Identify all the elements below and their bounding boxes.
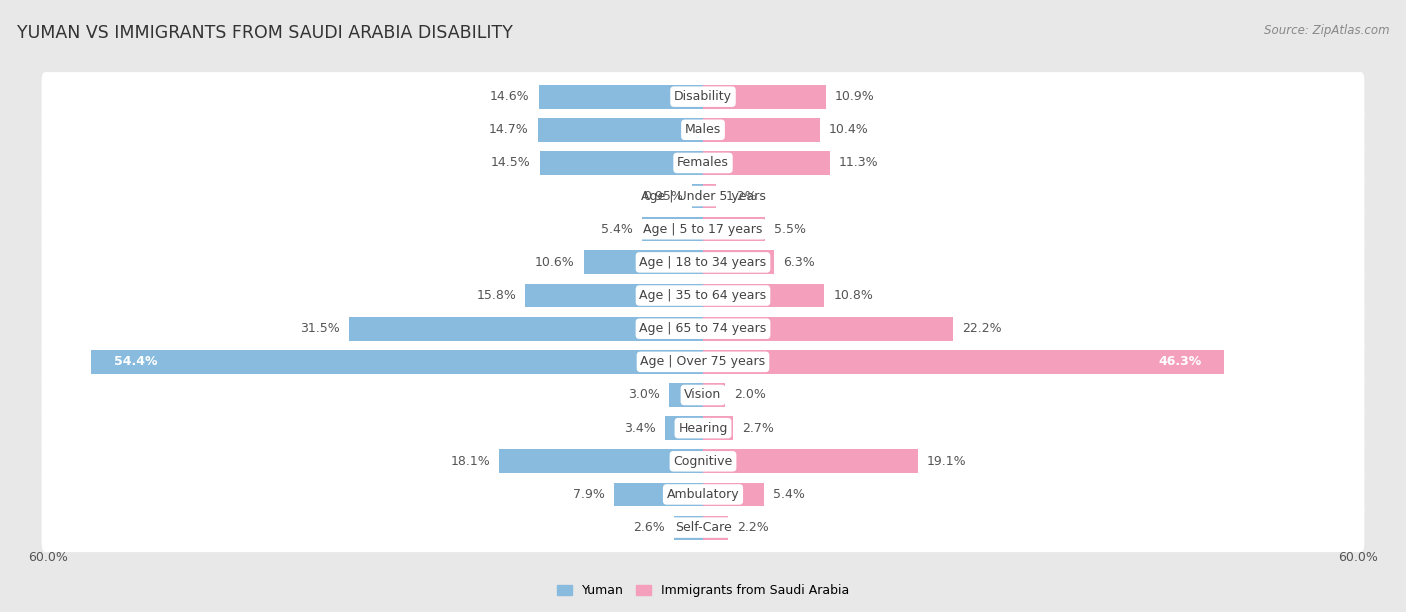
Bar (703, 482, 763, 506)
Bar (703, 416, 734, 440)
Bar (703, 317, 953, 341)
Bar (91, 350, 703, 374)
Text: 1.2%: 1.2% (725, 190, 758, 203)
Legend: Yuman, Immigrants from Saudi Arabia: Yuman, Immigrants from Saudi Arabia (557, 584, 849, 597)
Text: YUMAN VS IMMIGRANTS FROM SAUDI ARABIA DISABILITY: YUMAN VS IMMIGRANTS FROM SAUDI ARABIA DI… (17, 24, 513, 42)
Bar (703, 516, 728, 540)
Text: 6.3%: 6.3% (783, 256, 814, 269)
FancyBboxPatch shape (42, 437, 1364, 486)
Text: 15.8%: 15.8% (477, 289, 516, 302)
Bar (703, 283, 824, 307)
Text: 14.7%: 14.7% (489, 123, 529, 136)
Bar (673, 516, 703, 540)
Bar (665, 416, 703, 440)
Text: Age | Under 5 years: Age | Under 5 years (641, 190, 765, 203)
Bar (692, 184, 703, 208)
Text: 2.2%: 2.2% (737, 521, 769, 534)
Text: 60.0%: 60.0% (28, 551, 67, 564)
Text: 5.4%: 5.4% (602, 223, 633, 236)
Bar (669, 383, 703, 407)
Text: Vision: Vision (685, 389, 721, 401)
Text: 22.2%: 22.2% (962, 322, 1001, 335)
Text: 11.3%: 11.3% (839, 157, 879, 170)
Text: 14.5%: 14.5% (491, 157, 531, 170)
Bar (703, 84, 825, 108)
Text: Source: ZipAtlas.com: Source: ZipAtlas.com (1264, 24, 1389, 37)
Bar (614, 482, 703, 506)
Text: Age | 5 to 17 years: Age | 5 to 17 years (644, 223, 762, 236)
Text: 3.4%: 3.4% (624, 422, 655, 435)
Bar (349, 317, 703, 341)
Text: 46.3%: 46.3% (1159, 356, 1201, 368)
Bar (540, 151, 703, 175)
Text: 10.4%: 10.4% (830, 123, 869, 136)
FancyBboxPatch shape (42, 204, 1364, 254)
Text: 2.0%: 2.0% (734, 389, 766, 401)
Bar (583, 250, 703, 274)
Bar (703, 250, 773, 274)
Text: Females: Females (678, 157, 728, 170)
Text: Ambulatory: Ambulatory (666, 488, 740, 501)
Bar (703, 217, 765, 241)
FancyBboxPatch shape (42, 171, 1364, 220)
FancyBboxPatch shape (42, 337, 1364, 386)
Text: Disability: Disability (673, 90, 733, 103)
Text: Hearing: Hearing (678, 422, 728, 435)
FancyBboxPatch shape (42, 238, 1364, 287)
Bar (643, 217, 703, 241)
FancyBboxPatch shape (42, 370, 1364, 419)
Bar (703, 449, 918, 473)
Text: 2.6%: 2.6% (633, 521, 665, 534)
FancyBboxPatch shape (42, 72, 1364, 121)
Text: 14.6%: 14.6% (491, 90, 530, 103)
Text: 54.4%: 54.4% (114, 356, 157, 368)
Text: 10.6%: 10.6% (536, 256, 575, 269)
FancyBboxPatch shape (42, 404, 1364, 453)
Text: 10.9%: 10.9% (835, 90, 875, 103)
FancyBboxPatch shape (42, 503, 1364, 552)
Text: 2.7%: 2.7% (742, 422, 775, 435)
Text: 60.0%: 60.0% (1339, 551, 1378, 564)
Text: 3.0%: 3.0% (628, 389, 661, 401)
Bar (703, 118, 820, 142)
Text: Age | 65 to 74 years: Age | 65 to 74 years (640, 322, 766, 335)
Text: 18.1%: 18.1% (451, 455, 491, 468)
Bar (703, 350, 1223, 374)
FancyBboxPatch shape (42, 271, 1364, 320)
Text: 7.9%: 7.9% (574, 488, 605, 501)
Text: 5.4%: 5.4% (773, 488, 804, 501)
Text: Self-Care: Self-Care (675, 521, 731, 534)
Bar (499, 449, 703, 473)
FancyBboxPatch shape (42, 304, 1364, 353)
Text: 5.5%: 5.5% (773, 223, 806, 236)
Bar (538, 84, 703, 108)
Text: 10.8%: 10.8% (834, 289, 873, 302)
FancyBboxPatch shape (42, 138, 1364, 187)
Bar (526, 283, 703, 307)
Bar (703, 383, 725, 407)
Text: Age | 35 to 64 years: Age | 35 to 64 years (640, 289, 766, 302)
Bar (703, 151, 830, 175)
Text: 0.95%: 0.95% (644, 190, 683, 203)
Bar (537, 118, 703, 142)
Text: 31.5%: 31.5% (299, 322, 340, 335)
Bar (703, 184, 717, 208)
Text: Age | Over 75 years: Age | Over 75 years (641, 356, 765, 368)
Text: Males: Males (685, 123, 721, 136)
Text: Age | 18 to 34 years: Age | 18 to 34 years (640, 256, 766, 269)
Text: 19.1%: 19.1% (927, 455, 966, 468)
FancyBboxPatch shape (42, 470, 1364, 519)
Text: Cognitive: Cognitive (673, 455, 733, 468)
FancyBboxPatch shape (42, 105, 1364, 154)
